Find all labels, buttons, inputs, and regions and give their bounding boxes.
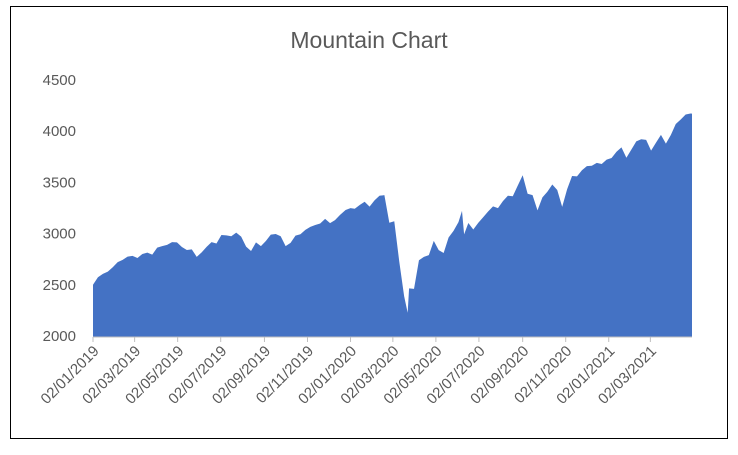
y-tick-label: 4500	[43, 72, 76, 89]
y-tick-label: 2500	[43, 277, 76, 294]
y-tick-label: 3000	[43, 226, 76, 243]
chart-title: Mountain Chart	[290, 27, 448, 53]
y-tick-label: 2000	[43, 328, 76, 345]
y-tick-label: 4000	[43, 123, 76, 140]
area	[93, 113, 692, 337]
y-tick-label: 3500	[43, 174, 76, 191]
